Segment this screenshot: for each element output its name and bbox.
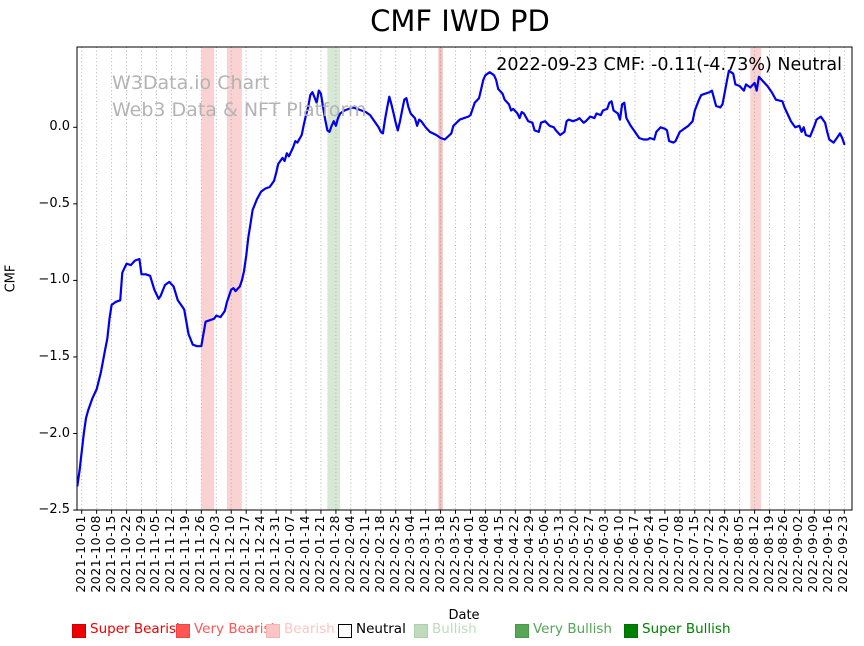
y-tick-label: −2.0 bbox=[38, 425, 70, 441]
legend-label-bearish: Bearish bbox=[284, 621, 335, 637]
x-tick-label: 2022-06-03 bbox=[596, 515, 612, 593]
band-bearish bbox=[201, 48, 215, 510]
band-bearish bbox=[438, 48, 443, 510]
x-tick-label: 2022-07-08 bbox=[670, 515, 686, 593]
x-tick-label: 2022-08-26 bbox=[775, 515, 791, 593]
x-tick-label: 2022-05-06 bbox=[536, 515, 552, 593]
x-tick-label: 2021-10-29 bbox=[132, 515, 148, 593]
legend-swatch-very-bearish bbox=[176, 624, 190, 638]
x-tick-label: 2022-05-27 bbox=[581, 515, 597, 593]
legend-swatch-bullish bbox=[414, 624, 428, 638]
x-tick-label: 2021-10-15 bbox=[102, 515, 118, 593]
x-tick-label: 2022-08-12 bbox=[745, 515, 761, 593]
watermark-line2: Web3 Data & NFT Platform bbox=[112, 99, 367, 121]
x-tick-label: 2022-01-28 bbox=[326, 515, 342, 593]
band-bearish bbox=[226, 48, 242, 510]
x-tick-label: 2022-04-29 bbox=[521, 515, 537, 593]
x-tick-label: 2021-12-17 bbox=[237, 515, 253, 593]
x-tick-label: 2021-11-19 bbox=[177, 515, 193, 593]
x-tick-label: 2022-04-01 bbox=[461, 515, 477, 593]
latest-value-annotation: 2022-09-23 CMF: -0.11(-4.73%) Neutral bbox=[496, 55, 842, 75]
chart-title: CMF IWD PD bbox=[370, 4, 550, 38]
x-tick-label: 2022-05-20 bbox=[566, 515, 582, 593]
watermark-line1: W3Data.io Chart bbox=[112, 72, 270, 94]
x-tick-label: 2022-09-16 bbox=[820, 515, 836, 593]
x-tick-label: 2021-10-08 bbox=[87, 515, 103, 593]
x-tick-label: 2022-07-22 bbox=[700, 515, 716, 593]
legend-swatch-neutral bbox=[338, 624, 352, 638]
x-tick-label: 2022-04-15 bbox=[491, 515, 507, 593]
x-tick-label: 2022-01-21 bbox=[311, 515, 327, 593]
legend-label-neutral: Neutral bbox=[356, 621, 406, 637]
x-tick-label: 2022-06-17 bbox=[625, 515, 641, 593]
legend-label-very-bullish: Very Bullish bbox=[533, 621, 612, 637]
watermark: W3Data.io Chart Web3 Data & NFT Platform bbox=[112, 70, 366, 124]
x-tick-label: 2021-12-10 bbox=[222, 515, 238, 593]
x-tick-label: 2022-01-07 bbox=[282, 515, 298, 593]
x-tick-label: 2022-02-25 bbox=[386, 515, 402, 593]
x-tick-label: 2021-11-26 bbox=[192, 515, 208, 593]
legend-swatch-super-bearish bbox=[72, 624, 86, 638]
x-tick-label: 2022-03-18 bbox=[431, 515, 447, 593]
x-tick-label: 2022-01-14 bbox=[296, 515, 312, 593]
x-tick-label: 2022-08-19 bbox=[760, 515, 776, 593]
x-tick-label: 2022-05-13 bbox=[551, 515, 567, 593]
x-tick-label: 2021-12-03 bbox=[207, 515, 223, 593]
x-tick-label: 2022-07-15 bbox=[685, 515, 701, 593]
x-tick-label: 2022-09-09 bbox=[805, 515, 821, 593]
x-tick-label: 2021-10-22 bbox=[117, 515, 133, 593]
legend-swatch-super-bullish bbox=[624, 624, 638, 638]
x-tick-label: 2022-03-25 bbox=[446, 515, 462, 593]
axes-spines bbox=[76, 46, 853, 511]
x-tick-label: 2022-07-29 bbox=[715, 515, 731, 593]
legend-label-very-bearish: Very Bearish bbox=[194, 621, 280, 637]
x-tick-label: 2022-09-23 bbox=[835, 515, 851, 593]
y-tick-label: −1.0 bbox=[38, 272, 70, 288]
x-tick-label: 2022-04-08 bbox=[476, 515, 492, 593]
legend-swatch-very-bullish bbox=[515, 624, 529, 638]
band-bearish bbox=[750, 48, 761, 510]
x-tick-label: 2021-12-24 bbox=[252, 515, 268, 593]
x-axis-label: Date bbox=[448, 608, 480, 623]
x-tick-label: 2022-02-18 bbox=[371, 515, 387, 593]
legend-swatch-bearish bbox=[266, 624, 280, 638]
y-tick-label: 0.0 bbox=[49, 119, 70, 135]
legend-label-super-bullish: Super Bullish bbox=[642, 621, 731, 637]
x-tick-label: 2022-02-04 bbox=[341, 515, 357, 593]
x-tick-label: 2022-08-05 bbox=[730, 515, 746, 593]
x-tick-label: 2022-03-04 bbox=[401, 515, 417, 593]
x-tick-label: 2022-06-10 bbox=[611, 515, 626, 593]
x-tick-label: 2021-11-05 bbox=[147, 515, 163, 593]
y-tick-label: −1.5 bbox=[38, 348, 70, 364]
x-tick-label: 2022-04-22 bbox=[506, 515, 522, 593]
x-tick-label: 2021-10-01 bbox=[72, 515, 88, 593]
x-tick-label: 2021-12-31 bbox=[267, 515, 283, 593]
legend-label-bullish: Bullish bbox=[432, 621, 477, 637]
x-tick-label: 2022-06-24 bbox=[640, 515, 656, 593]
legend-label-super-bearish: Super Bearish bbox=[90, 621, 185, 637]
x-tick-label: 2022-07-01 bbox=[655, 515, 671, 593]
y-tick-label: −0.5 bbox=[38, 195, 70, 211]
x-tick-label: 2022-09-02 bbox=[790, 515, 806, 593]
band-bullish bbox=[327, 48, 341, 510]
x-tick-label: 2022-03-11 bbox=[416, 515, 432, 593]
x-tick-label: 2021-11-12 bbox=[162, 515, 178, 593]
y-tick-label: −2.5 bbox=[38, 502, 70, 518]
cmf-line bbox=[76, 69, 846, 487]
x-tick-label: 2022-02-11 bbox=[356, 515, 372, 593]
